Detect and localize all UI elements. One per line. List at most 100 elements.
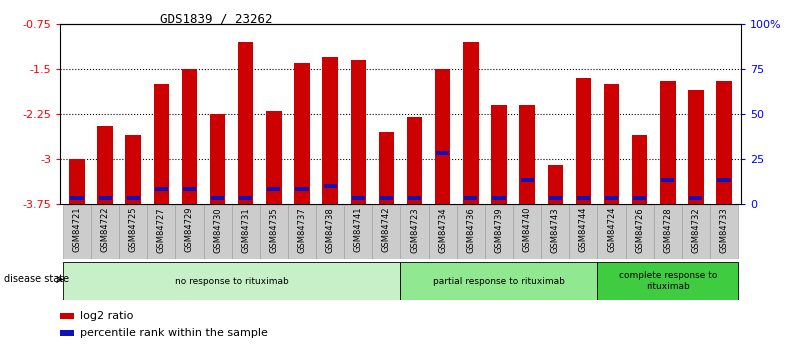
Text: GSM84735: GSM84735 — [269, 207, 279, 253]
Bar — [435, 69, 450, 204]
Text: GSM84742: GSM84742 — [382, 207, 391, 253]
Bar — [690, 196, 702, 200]
Text: GSM84737: GSM84737 — [297, 207, 307, 253]
Bar — [688, 90, 703, 204]
Bar — [260, 205, 288, 259]
Bar — [661, 178, 674, 182]
Bar — [577, 196, 590, 200]
Text: GSM84743: GSM84743 — [551, 207, 560, 253]
Bar — [210, 114, 225, 204]
Bar — [70, 196, 83, 200]
Bar — [99, 196, 111, 200]
Text: GSM84733: GSM84733 — [719, 207, 729, 253]
Bar — [598, 262, 738, 300]
Bar — [604, 84, 619, 204]
Bar — [379, 132, 394, 204]
Bar — [119, 205, 147, 259]
Bar — [660, 81, 675, 204]
Text: complete response to
rituximab: complete response to rituximab — [618, 272, 717, 291]
Bar — [485, 205, 513, 259]
Text: partial response to rituximab: partial response to rituximab — [433, 277, 565, 286]
Bar — [60, 313, 74, 319]
Text: GSM84729: GSM84729 — [185, 207, 194, 253]
Bar — [429, 205, 457, 259]
Bar — [633, 196, 646, 200]
Bar — [63, 262, 400, 300]
Bar — [457, 205, 485, 259]
Text: log2 ratio: log2 ratio — [80, 311, 133, 321]
Text: GSM84740: GSM84740 — [522, 207, 532, 253]
Bar — [682, 205, 710, 259]
Bar — [91, 205, 119, 259]
Text: GSM84736: GSM84736 — [466, 207, 475, 253]
Bar — [126, 135, 141, 204]
Bar — [296, 187, 308, 191]
Text: GSM84723: GSM84723 — [410, 207, 419, 253]
Text: GSM84744: GSM84744 — [579, 207, 588, 253]
Text: GSM84721: GSM84721 — [72, 207, 82, 253]
Bar — [632, 135, 647, 204]
Bar — [182, 69, 197, 204]
Text: GSM84731: GSM84731 — [241, 207, 250, 253]
Bar — [344, 205, 372, 259]
Bar — [352, 196, 365, 200]
Bar — [288, 205, 316, 259]
Text: GSM84724: GSM84724 — [607, 207, 616, 253]
Text: GSM84722: GSM84722 — [101, 207, 110, 253]
Bar — [521, 178, 533, 182]
Bar — [69, 159, 85, 204]
Text: GSM84739: GSM84739 — [494, 207, 504, 253]
Text: no response to rituximab: no response to rituximab — [175, 277, 288, 286]
Bar — [98, 126, 113, 204]
Bar — [183, 187, 196, 191]
Bar — [294, 63, 310, 204]
Bar — [541, 205, 570, 259]
Bar — [436, 151, 449, 155]
Bar — [407, 117, 422, 204]
Bar — [380, 196, 393, 200]
Text: percentile rank within the sample: percentile rank within the sample — [80, 328, 268, 338]
Text: GSM84727: GSM84727 — [157, 207, 166, 253]
Bar — [654, 205, 682, 259]
Bar — [127, 196, 140, 200]
Text: GSM84738: GSM84738 — [326, 207, 335, 253]
Text: GSM84730: GSM84730 — [213, 207, 222, 253]
Text: GSM84728: GSM84728 — [663, 207, 672, 253]
Bar — [372, 205, 400, 259]
Bar — [710, 205, 738, 259]
Bar — [351, 60, 366, 204]
Bar — [408, 196, 421, 200]
Bar — [576, 78, 591, 204]
Bar — [463, 42, 478, 204]
Bar — [491, 105, 507, 204]
Bar — [605, 196, 618, 200]
Bar — [231, 205, 260, 259]
Text: GSM84726: GSM84726 — [635, 207, 644, 253]
Bar — [60, 330, 74, 336]
Bar — [324, 184, 336, 188]
Bar — [626, 205, 654, 259]
Bar — [718, 178, 731, 182]
Bar — [211, 196, 224, 200]
Bar — [154, 84, 169, 204]
Bar — [63, 205, 91, 259]
Text: GDS1839 / 23262: GDS1839 / 23262 — [160, 12, 272, 25]
Bar — [316, 205, 344, 259]
Text: GSM84725: GSM84725 — [129, 207, 138, 253]
Bar — [155, 187, 168, 191]
Bar — [548, 165, 563, 204]
Bar — [323, 57, 338, 204]
Bar — [203, 205, 231, 259]
Bar — [465, 196, 477, 200]
Bar — [400, 262, 598, 300]
Bar — [238, 42, 253, 204]
Text: GSM84734: GSM84734 — [438, 207, 447, 253]
Bar — [519, 105, 535, 204]
Bar — [266, 111, 282, 204]
Bar — [493, 196, 505, 200]
Bar — [175, 205, 203, 259]
Bar — [147, 205, 175, 259]
Bar — [570, 205, 598, 259]
Bar — [239, 196, 252, 200]
Text: GSM84741: GSM84741 — [354, 207, 363, 253]
